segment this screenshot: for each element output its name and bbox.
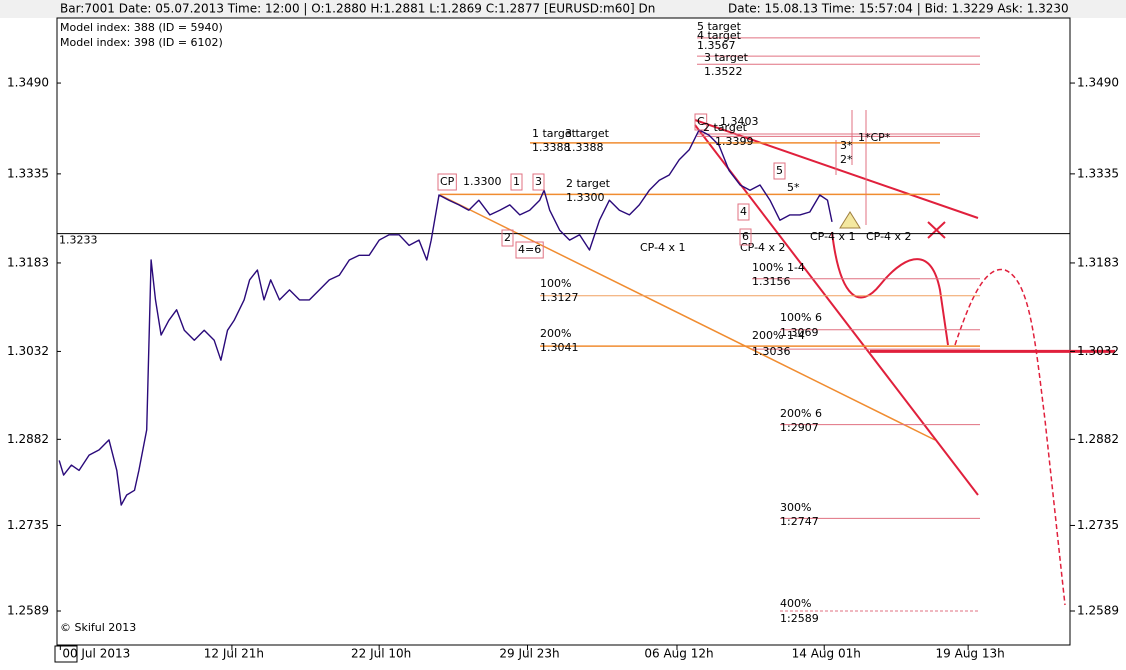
drawings — [439, 110, 1066, 606]
annotation: 1.3388 — [565, 141, 604, 154]
annotation: 1.3041 — [540, 341, 579, 354]
annotation: 5 target — [697, 20, 742, 33]
annotation: 1.3156 — [752, 275, 791, 288]
last-price-label: 1.3233 — [59, 234, 98, 247]
annotation: 1.3300 — [566, 191, 605, 204]
cursor-box — [54, 645, 78, 663]
plot — [58, 129, 833, 506]
annotation: CP — [440, 175, 455, 188]
annotation: CP-4 x 1 — [640, 241, 686, 254]
info-line: Model index: 398 (ID = 6102) — [60, 36, 223, 49]
annotation: 1:2747 — [780, 515, 819, 528]
y-tick-label: 1.3183 — [7, 255, 49, 269]
annotation: 1 — [513, 175, 520, 188]
annotation: 1.3300 — [463, 175, 502, 188]
y-tick-label: 1.2735 — [7, 518, 49, 532]
annotation: 2 target — [703, 121, 748, 134]
annotation: 4=6 — [518, 243, 541, 256]
header-right: Date: 15.08.13 Time: 15:57:04 | Bid: 1.3… — [728, 2, 1069, 16]
y-tick-label: 1.2589 — [7, 604, 49, 618]
annotation: 1.3069 — [780, 326, 819, 339]
annotation-box — [532, 173, 545, 191]
y-tick-label: 1.3490 — [1077, 76, 1119, 90]
y-tick-label: 1.2735 — [1077, 518, 1119, 532]
annotation: 1:2907 — [780, 421, 819, 434]
projection — [954, 268, 1066, 606]
annotation: 1.3567 — [697, 39, 736, 52]
cross — [927, 221, 946, 239]
annotation: 2 — [504, 231, 511, 244]
x-tick-label: 12 Jul 21h — [204, 647, 264, 661]
y-tick-label: 1.2589 — [1077, 604, 1119, 618]
annotation: C — [697, 115, 705, 128]
annotation: 4 — [740, 205, 747, 218]
annotation: 1.3388 — [532, 141, 571, 154]
annotation: 4 target — [697, 29, 742, 42]
x-tick-label: 29 Jul 23h — [499, 647, 559, 661]
annotation: 100% 6 — [780, 311, 822, 324]
annotation: 1.3403 — [720, 115, 759, 128]
annotation: 1.3036 — [752, 345, 791, 358]
y-tick-label: 1.3335 — [7, 166, 49, 180]
annotation-box — [739, 228, 752, 246]
annotation-box — [437, 173, 457, 191]
header-left: Bar:7001 Date: 05.07.2013 Time: 12:00 | … — [60, 2, 655, 16]
copyright: © Skiful 2013 — [60, 621, 136, 634]
annotation: 2 target — [566, 177, 611, 190]
triangle — [839, 211, 861, 229]
y-tick-label: 1.2882 — [7, 432, 49, 446]
x-tick-label: 06 Aug 12h — [644, 647, 713, 661]
annotation: 1.3399 — [715, 135, 754, 148]
annotation-box — [773, 162, 786, 180]
plot-frame — [56, 17, 1071, 646]
x-tick-label: 00 Jul 2013 — [62, 647, 130, 661]
annotation: 200% 6 — [780, 407, 822, 420]
annotation: 5 — [776, 164, 783, 177]
annotation: 5* — [787, 181, 800, 194]
annotation-box — [515, 241, 544, 259]
x-tick-label: 19 Aug 13h — [936, 647, 1005, 661]
levels: 1.3233 — [57, 37, 1115, 612]
annotation: 400% — [780, 597, 811, 610]
annotation: 3 target — [704, 51, 749, 64]
y-tick-label: 1.3335 — [1077, 166, 1119, 180]
annotation-box — [501, 229, 514, 247]
info-line: Model index: 388 (ID = 5940) — [60, 21, 223, 34]
annotation: 200% 1-4 — [752, 329, 805, 342]
y-tick-label: 1.3032 — [1077, 344, 1119, 358]
annotation-box — [510, 173, 523, 191]
annotation: CP-4 x 1 — [810, 230, 856, 243]
x-tick-label: 14 Aug 01h — [792, 647, 861, 661]
x-tick-label: 22 Jul 10h — [351, 647, 411, 661]
annotation: CP-4 x 2 — [866, 230, 912, 243]
y-tick-label: 1.3183 — [1077, 255, 1119, 269]
annotation: 100% 1-4 — [752, 261, 805, 274]
annotation: 1 target — [532, 127, 577, 140]
trend-line — [439, 194, 936, 441]
annotation: 3* — [840, 139, 853, 152]
annotation: 1:2589 — [780, 612, 819, 625]
header-bar — [0, 0, 1126, 18]
annotation: 1*CP* — [858, 131, 891, 144]
annotation: 100% — [540, 277, 571, 290]
annotation-box — [694, 113, 708, 131]
y-tick-label: 1.3490 — [7, 76, 49, 90]
annotation: 2* — [840, 153, 853, 166]
annotation: 3 — [535, 175, 542, 188]
annotation-box — [737, 203, 750, 221]
y-tick-label: 1.2882 — [1077, 432, 1119, 446]
y-tick-label: 1.3032 — [7, 344, 49, 358]
annotation: 1.3522 — [704, 65, 743, 78]
annotation: 6 — [742, 230, 749, 243]
markers — [835, 110, 867, 225]
annotation: 1.3127 — [540, 291, 579, 304]
annotation: 3 target — [565, 127, 610, 140]
annotation: 300% — [780, 501, 811, 514]
price-line — [58, 129, 833, 506]
annotation: 200% — [540, 327, 571, 340]
